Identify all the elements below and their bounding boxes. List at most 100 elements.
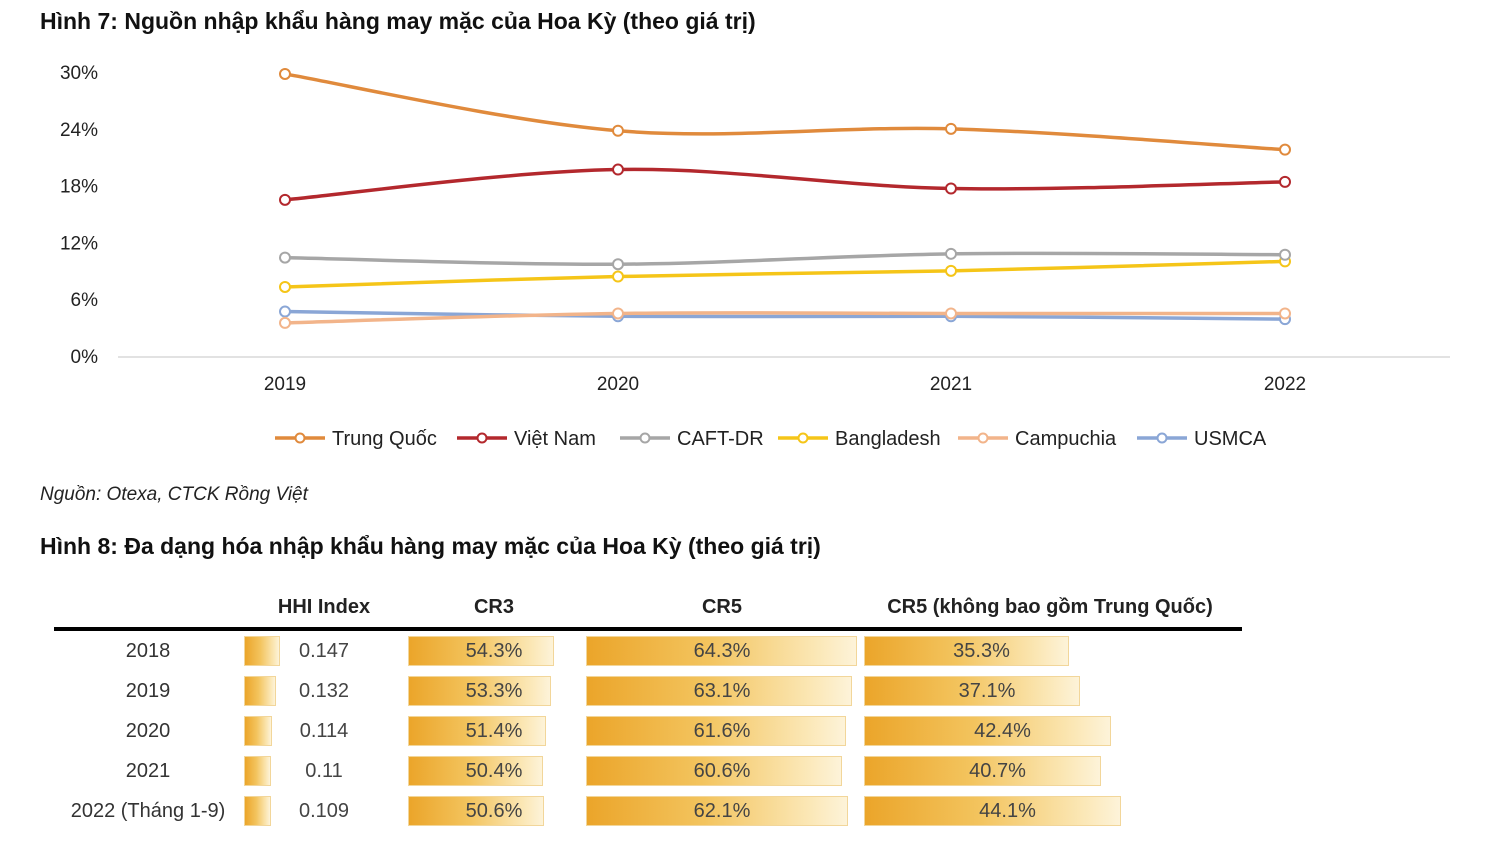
source-note: Nguồn: Otexa, CTCK Rồng Việt — [40, 484, 308, 505]
legend-swatch-marker — [797, 432, 809, 444]
series-1-line — [283, 167, 1287, 202]
table-row: 2021 0.11 50.4% 60.6% 40.7% — [0, 754, 1512, 788]
series-4-point — [279, 316, 291, 329]
legend-swatch-marker — [294, 432, 306, 444]
cr3-data-bar — [408, 756, 543, 786]
y-tick-label: 12% — [60, 233, 98, 254]
table-row: 2019 0.132 53.3% 63.1% 37.1% — [0, 674, 1512, 708]
row-year: 2019 — [125, 680, 171, 702]
series-2-point — [612, 258, 624, 271]
figure-7-title: Hình 7: Nguồn nhập khẩu hàng may mặc của… — [40, 8, 756, 34]
header-hhi-index: HHI Index — [277, 596, 371, 618]
cr3-data-bar — [408, 636, 554, 666]
series-1-point — [279, 193, 291, 206]
figure-8-title: Hình 8: Đa dạng hóa nhập khẩu hàng may m… — [40, 533, 821, 559]
x-tick-label: 2021 — [930, 374, 972, 395]
cr3-value: 50.4% — [465, 760, 523, 782]
cr5-data-bar — [586, 716, 846, 746]
hhi-data-bar — [244, 636, 280, 666]
y-tick-label: 30% — [60, 63, 98, 84]
series-3-point — [612, 270, 624, 283]
hhi-data-bar — [244, 756, 271, 786]
series-2-point — [945, 247, 957, 260]
series-4-point — [945, 307, 957, 320]
series-2-point — [1279, 248, 1291, 261]
cr5-data-bar — [586, 756, 842, 786]
hhi-value: 0.11 — [305, 760, 343, 782]
series-3-point — [945, 264, 957, 277]
cr5-value: 60.6% — [693, 760, 751, 782]
x-tick-label: 2019 — [264, 374, 306, 395]
y-tick-label: 0% — [71, 347, 99, 368]
series-0-point — [279, 67, 291, 80]
hhi-data-bar — [244, 716, 272, 746]
cr5-value: 61.6% — [693, 720, 751, 742]
cr3-data-bar — [408, 716, 546, 746]
cr5-excl-china-value: 40.7% — [969, 760, 1026, 782]
y-tick-label: 24% — [60, 120, 98, 141]
series-5-line — [283, 309, 1287, 321]
cr5-excl-china-data-bar — [864, 716, 1111, 746]
table-row: 2022 (Tháng 1-9) 0.109 50.6% 62.1% 44.1% — [0, 794, 1512, 828]
header-cr5-excl-china: CR5 (không bao gồm Trung Quốc) — [887, 596, 1213, 618]
cr3-data-bar — [408, 676, 551, 706]
cr5-excl-china-value: 35.3% — [953, 640, 1010, 662]
legend-swatch-marker — [977, 432, 989, 444]
series-5-point — [279, 305, 291, 318]
hhi-value: 0.147 — [298, 640, 350, 662]
legend-label: USMCA — [1194, 428, 1267, 450]
cr5-excl-china-data-bar — [864, 756, 1101, 786]
cr3-value: 50.6% — [465, 800, 523, 822]
hhi-data-bar — [244, 796, 271, 826]
cr3-value: 51.4% — [465, 720, 523, 742]
row-year: 2018 — [125, 640, 171, 662]
series-0-point — [945, 122, 957, 135]
series-0-point — [612, 124, 624, 137]
legend-swatch-marker — [639, 432, 651, 444]
y-tick-label: 18% — [60, 177, 98, 198]
cr5-excl-china-data-bar — [864, 676, 1080, 706]
legend-label: CAFT-DR — [677, 428, 764, 450]
series-4-line — [283, 311, 1287, 325]
series-4-point — [612, 307, 624, 320]
legend-label: Bangladesh — [835, 428, 941, 450]
cr3-value: 53.3% — [465, 680, 523, 702]
line-chart: 0% 6% 12% 18% 24% 30% 2019 2020 2021 2022 Trung Qu… — [60, 63, 1450, 450]
legend-swatch-marker — [476, 432, 488, 444]
series-0-point — [1279, 143, 1291, 156]
row-year: 2021 — [125, 760, 171, 782]
series-0-line — [283, 72, 1287, 152]
cr5-excl-china-data-bar — [864, 636, 1069, 666]
series-1-point — [612, 163, 624, 176]
cr5-excl-china-value: 44.1% — [979, 800, 1036, 822]
series-2-point — [279, 251, 291, 264]
header-cr5: CR5 — [701, 596, 742, 618]
hhi-value: 0.132 — [298, 680, 350, 702]
cr5-data-bar — [586, 676, 852, 706]
cr5-excl-china-value: 42.4% — [974, 720, 1031, 742]
legend-label: Campuchia — [1015, 428, 1117, 450]
table-row: 2018 0.147 54.3% 64.3% 35.3% — [0, 634, 1512, 668]
series-2-line — [283, 251, 1287, 267]
cr3-data-bar — [408, 796, 544, 826]
series-3-line — [283, 259, 1287, 289]
x-tick-label: 2022 — [1264, 374, 1306, 395]
x-tick-label: 2020 — [597, 374, 639, 395]
hhi-value: 0.109 — [298, 800, 350, 822]
cr5-value: 63.1% — [693, 680, 751, 702]
y-tick-label: 6% — [71, 290, 99, 311]
hhi-data-bar — [244, 676, 276, 706]
series-1-point — [945, 182, 957, 195]
series-1-point — [1279, 175, 1291, 188]
cr5-value: 64.3% — [693, 640, 751, 662]
header-rule — [54, 627, 1242, 631]
cr3-value: 54.3% — [465, 640, 523, 662]
cr5-excl-china-data-bar — [864, 796, 1121, 826]
cr5-excl-china-value: 37.1% — [958, 680, 1016, 702]
legend-label: Trung Quốc — [332, 428, 437, 450]
hhi-value: 0.114 — [299, 720, 349, 742]
legend-label: Việt Nam — [514, 428, 596, 450]
row-year: 2022 (Tháng 1-9) — [70, 800, 226, 822]
legend-swatch-marker — [1156, 432, 1168, 444]
cr5-data-bar — [586, 636, 857, 666]
